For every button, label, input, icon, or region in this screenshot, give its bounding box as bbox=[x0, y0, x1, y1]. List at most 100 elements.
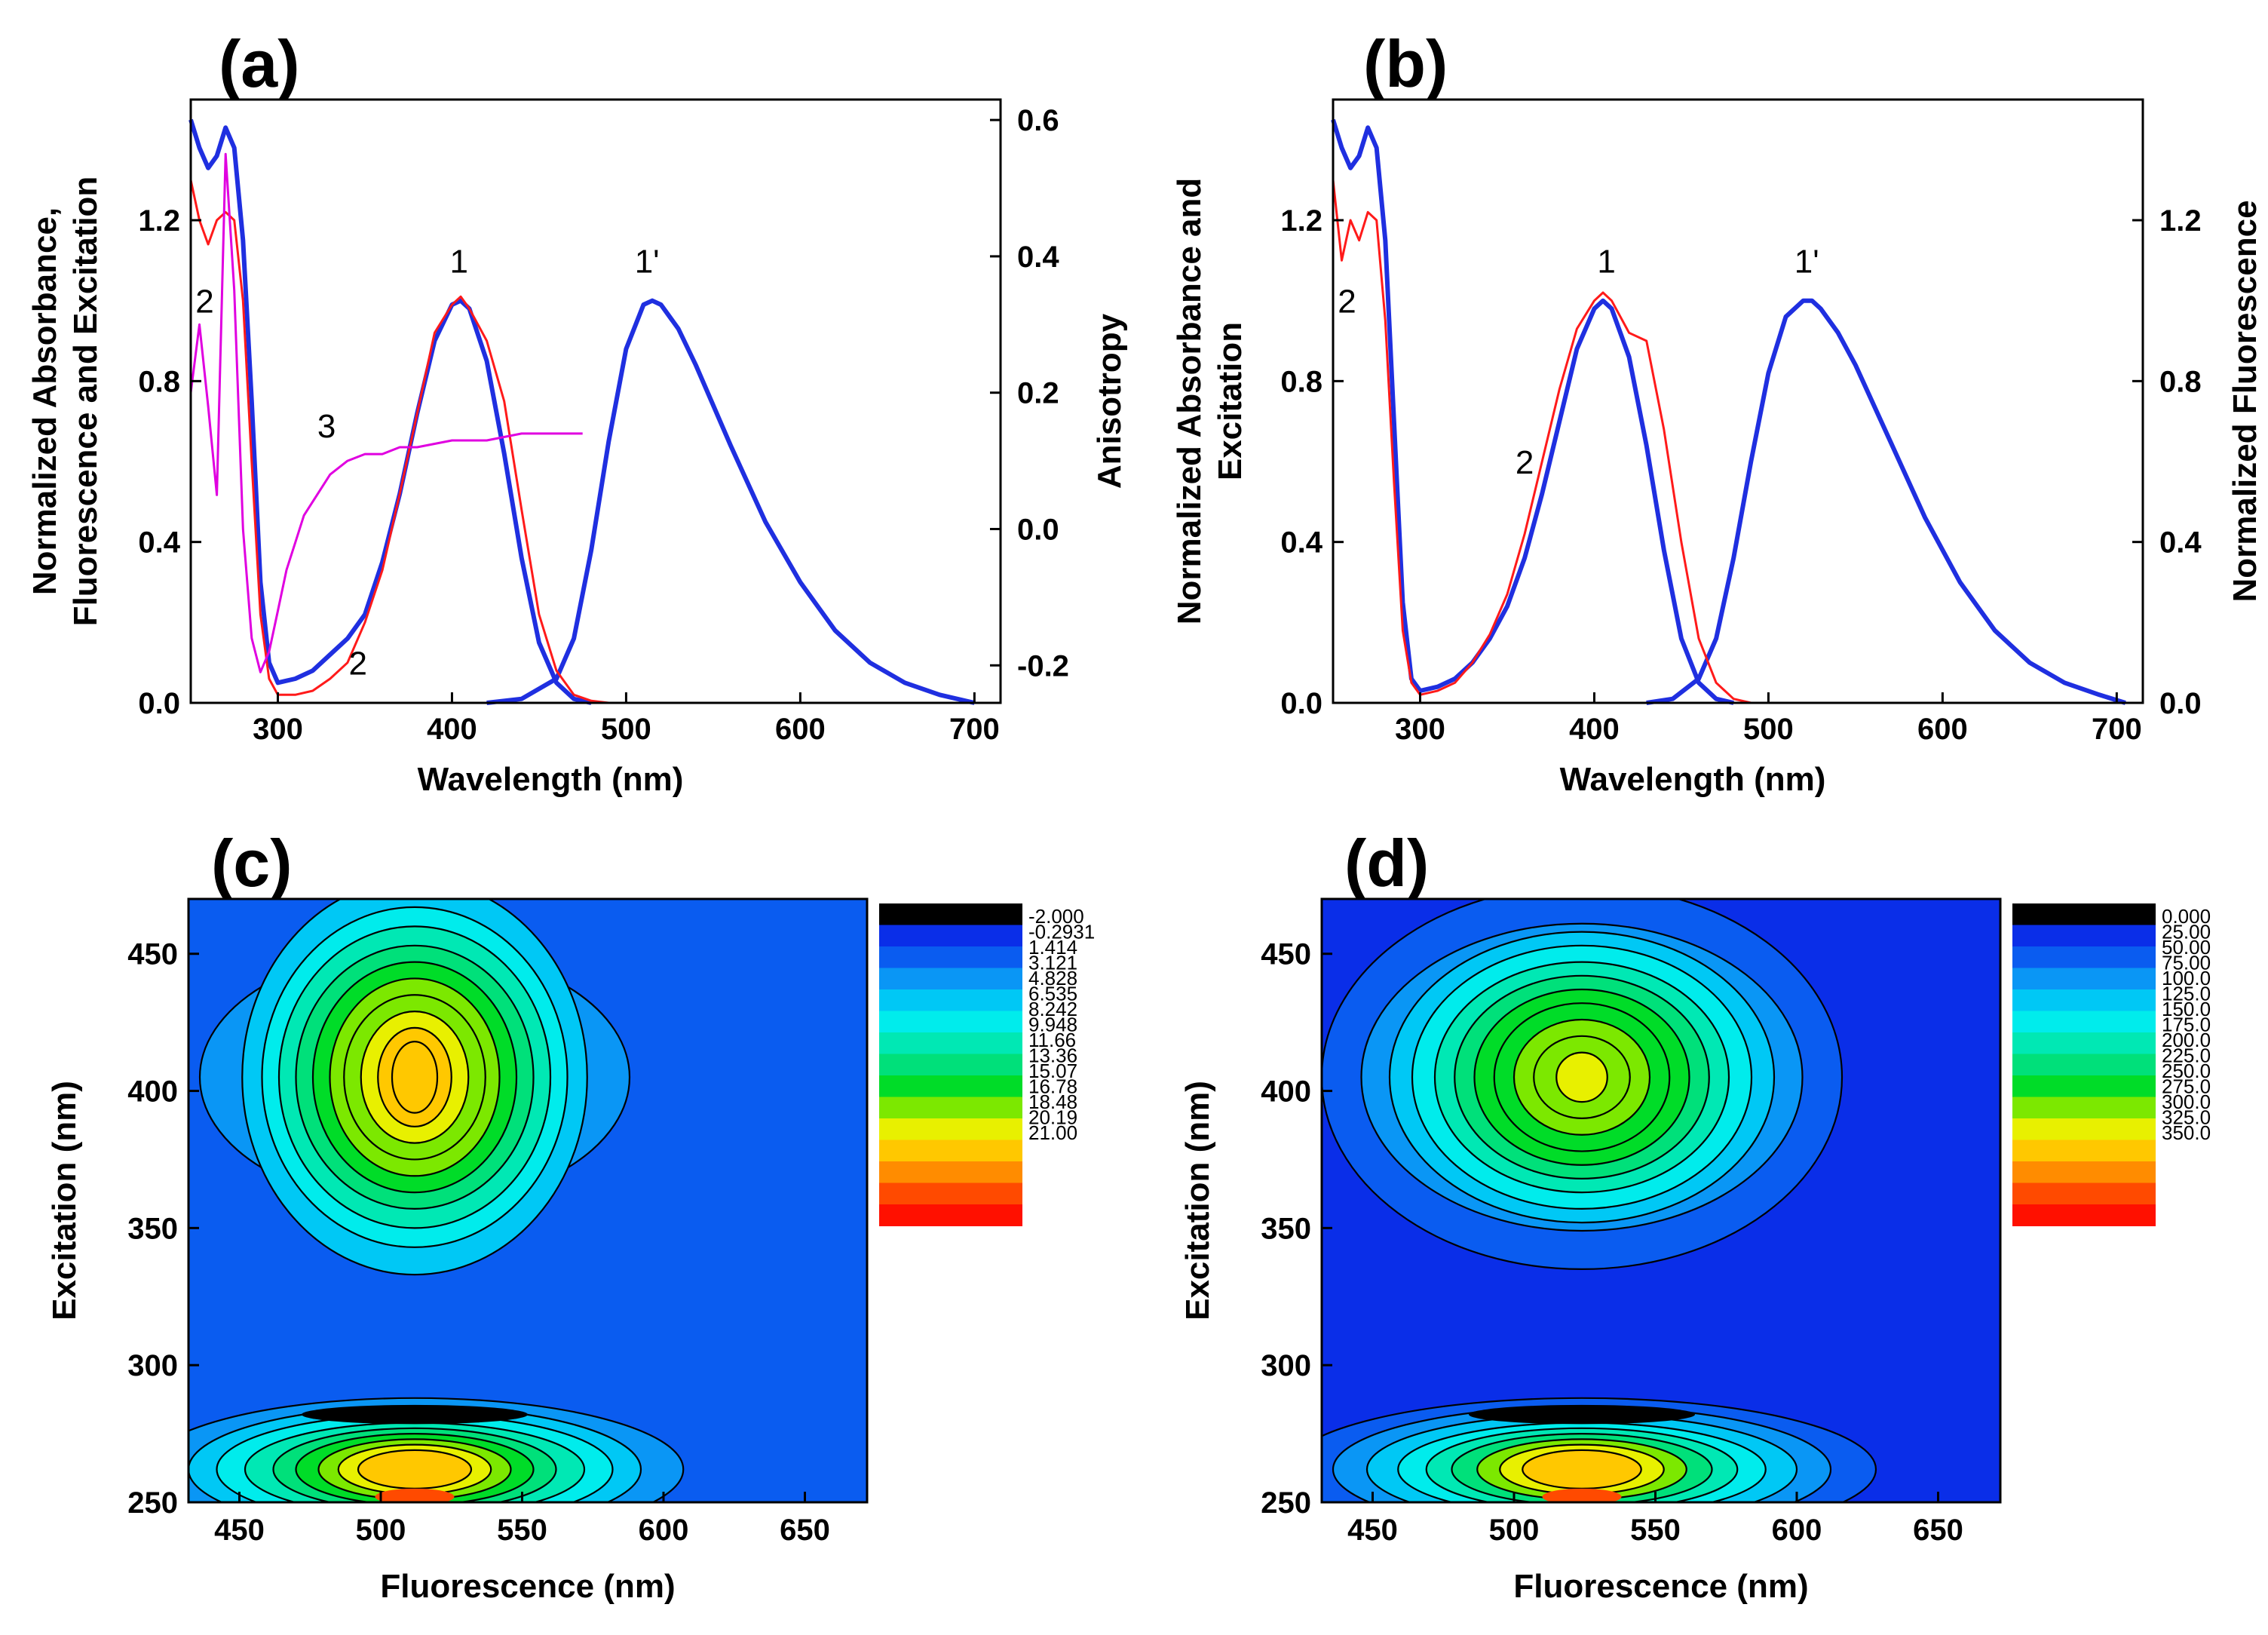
panel-b-y-tick-label-2: 0.8 bbox=[1280, 365, 1322, 398]
panel-c-peak-0-contour-7 bbox=[343, 994, 486, 1161]
panel-c-colorbar-label-9: 13.36 bbox=[1028, 1044, 1077, 1067]
panel-d-heatmap bbox=[1322, 899, 2000, 1502]
panel-c-x-axis-title: Fluorescence (nm) bbox=[380, 1568, 675, 1605]
panel-d-colorbar-label-4: 100.0 bbox=[2162, 967, 2211, 989]
panel-c-low-core bbox=[375, 1488, 455, 1502]
panel-c-colorbar-label-11: 16.78 bbox=[1028, 1075, 1077, 1098]
panel-d-colorbar-swatch-10 bbox=[2012, 1118, 2156, 1140]
panel-a-x-tick-label-1: 400 bbox=[427, 713, 477, 746]
panel-d-peak-0-contour-6 bbox=[1473, 988, 1690, 1166]
panel-c-x-tick-label-4: 650 bbox=[780, 1514, 830, 1547]
panel-c-colorbar-label-5: 6.535 bbox=[1028, 983, 1077, 1005]
panel-a-y-axis-title-line1: Normalized Absorbance, bbox=[26, 207, 63, 595]
panel-a-y2-tick-label-3: 0.4 bbox=[1017, 241, 1059, 274]
panel-c-x-tick-label-3: 600 bbox=[639, 1514, 689, 1547]
panel-d-colorbar-swatch-5 bbox=[2012, 1011, 2156, 1033]
panel-d-colorbar-label-12: 300.0 bbox=[2162, 1091, 2211, 1113]
panel-c-colorbar-swatch-3 bbox=[879, 968, 1022, 990]
panel-a-label: (a) bbox=[219, 26, 300, 101]
panel-d-colorbar-swatch-2 bbox=[2012, 946, 2156, 968]
panel-d-y-tick-label-3: 400 bbox=[1261, 1075, 1311, 1109]
panel-d-plot-area bbox=[1322, 899, 2000, 1502]
panel-d-colorbar-swatch-6 bbox=[2012, 1032, 2156, 1054]
panel-c-peak-0-contour-2 bbox=[261, 906, 569, 1248]
panel-d-peak-0-contour-2 bbox=[1388, 931, 1776, 1224]
panel-d-colorbar-label-8: 200.0 bbox=[2162, 1029, 2211, 1051]
panel-d-colorbar-swatch-13 bbox=[2012, 1183, 2156, 1205]
panel-c-colorbar-swatch-6 bbox=[879, 1032, 1022, 1054]
panel-d-x-tick-label-1: 500 bbox=[1489, 1514, 1540, 1547]
panel-c-colorbar-swatch-7 bbox=[879, 1054, 1022, 1076]
panel-a-y2-tick-label-1: 0.0 bbox=[1017, 513, 1059, 546]
panel-a-y-tick-label-2: 0.8 bbox=[138, 365, 180, 398]
panel-d-colorbar-swatch-11 bbox=[2012, 1140, 2156, 1162]
panel-d-colorbar-label-9: 225.0 bbox=[2162, 1044, 2211, 1067]
panel-d-peak-0-contour-5 bbox=[1454, 974, 1710, 1180]
panel-d-peak-0-contour-0 bbox=[1322, 899, 1843, 1270]
panel-c-colorbar-swatch-2 bbox=[879, 946, 1022, 968]
panel-b-x-axis-title: Wavelength (nm) bbox=[1560, 761, 1826, 798]
panel-c-peak-0-contour-10 bbox=[391, 1040, 439, 1114]
panel-d: (d) 450 500 550 600 650 250 300 350 400 450 0.000… bbox=[1179, 826, 2211, 1605]
panel-d-peak-0-contour-3 bbox=[1411, 944, 1753, 1210]
panel-b-y2-tick-label-3: 1.2 bbox=[2159, 204, 2202, 238]
panel-a-plot-area: 1 1' 2 2 3 bbox=[188, 118, 976, 705]
panel-c-colorbar-swatch-10 bbox=[879, 1118, 1022, 1140]
panel-c-label: (c) bbox=[211, 826, 293, 900]
panel-c-colorbar: -2.000-0.29311.4143.1214.8286.5358.2429.… bbox=[879, 903, 1095, 1226]
panel-c-peak-1-contour-4 bbox=[272, 1427, 557, 1502]
panel-c-colorbar-label-12: 18.48 bbox=[1028, 1091, 1077, 1113]
panel-d-colorbar-label-1: 25.00 bbox=[2162, 921, 2211, 943]
panel-d-x-tick-label-0: 450 bbox=[1347, 1514, 1398, 1547]
panel-d-x-tick-label-3: 600 bbox=[1772, 1514, 1822, 1547]
panel-c-peak-1-contour-0 bbox=[188, 1397, 685, 1502]
panel-b-y2-tick-label-2: 0.8 bbox=[2159, 365, 2202, 398]
panel-c-y-tick-label-3: 400 bbox=[127, 1075, 178, 1109]
panel-c-y-axis-title: Excitation (nm) bbox=[46, 1081, 83, 1321]
panel-c-colorbar-swatch-0 bbox=[879, 903, 1022, 925]
panel-a-x-tick-label-2: 500 bbox=[601, 713, 651, 746]
panel-a-y2-axis-title: Anisotropy bbox=[1091, 313, 1128, 489]
panel-c-axes: 450 500 550 600 650 250 300 350 400 450 bbox=[127, 938, 830, 1547]
panel-d-colorbar-swatch-14 bbox=[2012, 1204, 2156, 1226]
panel-d-low-core bbox=[1542, 1488, 1622, 1502]
panel-b-label: (b) bbox=[1363, 26, 1448, 101]
panel-b-series-excitation bbox=[1332, 179, 1769, 704]
panel-b-x-tick-label-2: 500 bbox=[1743, 713, 1794, 746]
panel-c-y-tick-label-2: 350 bbox=[127, 1212, 178, 1245]
panel-a-curve-label-0: 1 bbox=[449, 243, 467, 280]
panel-d-peak-1-contour-8 bbox=[1522, 1449, 1642, 1489]
panel-a-curve-label-2: 2 bbox=[195, 284, 213, 321]
panel-b-frame bbox=[1332, 98, 2144, 704]
panel-d-colorbar-label-7: 175.0 bbox=[2162, 1014, 2211, 1036]
panel-c-y-tick-label-0: 250 bbox=[127, 1486, 178, 1520]
panel-c-peak-0-contour-1 bbox=[241, 899, 588, 1276]
panel-c-colorbar-swatch-1 bbox=[879, 925, 1022, 947]
panel-d-peak-1-contour-4 bbox=[1425, 1427, 1739, 1502]
panel-a-series-anisotropy bbox=[189, 152, 583, 673]
panel-c: (c) 450 500 550 600 650 250 300 350 400 450 -2.00… bbox=[46, 826, 1095, 1605]
panel-c-colorbar-label-2: 1.414 bbox=[1028, 936, 1077, 959]
panel-a-curve-label-3: 2 bbox=[348, 646, 366, 683]
panel-a-y2-tick-label-4: 0.6 bbox=[1017, 104, 1059, 137]
panel-d-peak-0-contour-9 bbox=[1533, 1035, 1631, 1120]
panel-b-y-axis-title-line2: Excitation bbox=[1212, 322, 1249, 480]
panel-c-peak-1-contour-8 bbox=[357, 1449, 473, 1489]
panel-a-curve-label-4: 3 bbox=[317, 408, 336, 445]
panel-c-colorbar-label-7: 9.948 bbox=[1028, 1014, 1077, 1036]
panel-d-y-tick-label-4: 450 bbox=[1261, 938, 1311, 971]
panel-c-colorbar-label-10: 15.07 bbox=[1028, 1060, 1077, 1082]
panel-a-axes: 300 400 500 600 700 0.0 0.4 0.8 1.2 -0.2 0.0 0.2 0.4… bbox=[138, 104, 1069, 746]
panel-a-x-tick-label-4: 700 bbox=[949, 713, 1000, 746]
panel-c-peak-1-level-8 bbox=[358, 1449, 471, 1489]
panel-a-frame bbox=[189, 98, 1002, 704]
panel-d-colorbar-swatch-4 bbox=[2012, 989, 2156, 1011]
panel-c-x-tick-label-1: 500 bbox=[356, 1514, 406, 1547]
panel-d-peak-0-contour-7 bbox=[1493, 1002, 1671, 1152]
panel-d-x-axis-title: Fluorescence (nm) bbox=[1513, 1568, 1808, 1605]
panel-a-y-tick-label-0: 0.0 bbox=[138, 687, 180, 720]
panel-c-colorbar-label-1: -0.2931 bbox=[1028, 921, 1095, 943]
panel-d-y-tick-label-0: 250 bbox=[1261, 1486, 1311, 1520]
panel-c-colorbar-label-13: 20.19 bbox=[1028, 1106, 1077, 1129]
